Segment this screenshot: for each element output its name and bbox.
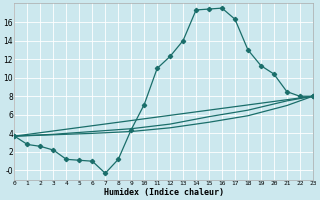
X-axis label: Humidex (Indice chaleur): Humidex (Indice chaleur) [104, 188, 224, 197]
